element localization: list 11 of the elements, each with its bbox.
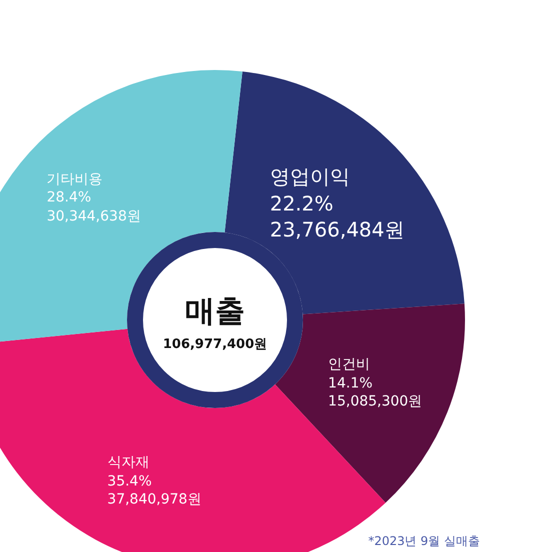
data-label: 35.4% 37,840,978원 (107, 472, 202, 509)
text: 106,977,400원 (162, 336, 268, 354)
slice-label: 영업이익 (270, 164, 351, 190)
data-label: 22.2% 23,766,484원 (270, 190, 404, 243)
data-label: 28.4% 30,344,638원 (46, 188, 141, 226)
slice-label: 기타비용 (46, 170, 104, 188)
data-label: 14.1% 15,085,300원 (328, 374, 422, 412)
text: 매출 (184, 294, 246, 330)
slice-label: 식자재 (107, 454, 150, 472)
slice-label: 인건비 (328, 356, 372, 374)
text: *2023년 9월 실매출 (368, 533, 480, 550)
